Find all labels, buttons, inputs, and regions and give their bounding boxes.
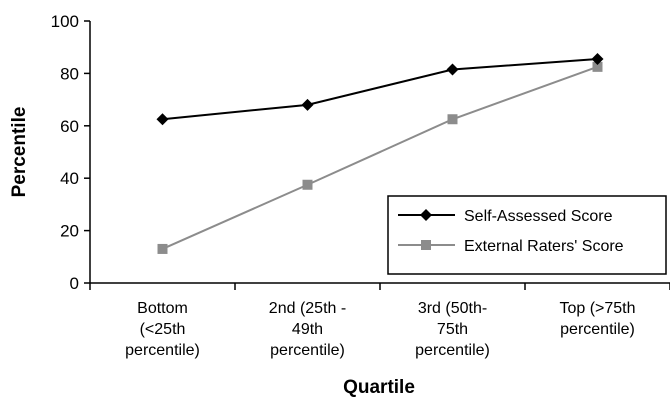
y-axis-ticks: 0 20 40 60 80 100	[51, 12, 90, 293]
y-tick-label: 60	[60, 117, 79, 136]
data-point	[447, 114, 458, 125]
y-tick-label: 80	[60, 64, 79, 83]
y-tick-label: 100	[51, 12, 79, 31]
data-point	[302, 179, 313, 190]
x-category-label: 3rd (50th-75th percentile)	[415, 300, 490, 359]
data-point	[446, 63, 459, 76]
x-category-label: Top (>75th percentile)	[559, 300, 635, 338]
legend-label: Self-Assessed Score	[464, 208, 613, 225]
series-external-raters-score	[157, 61, 603, 254]
legend-marker	[420, 209, 432, 221]
x-category-label: Bottom (<25th percentile)	[125, 300, 200, 359]
y-tick-label: 0	[70, 274, 79, 293]
data-point	[591, 52, 604, 65]
y-axis-title: Percentile	[9, 107, 30, 198]
series-self-assessed-score	[156, 52, 604, 126]
series-line	[162, 57, 598, 121]
x-category-label: 2nd (25th -49th percentile)	[269, 300, 346, 359]
legend-marker	[421, 240, 431, 250]
data-point	[157, 243, 168, 254]
data-point	[592, 61, 603, 72]
series-layer	[156, 52, 604, 254]
legend: Self-Assessed Score External Raters' Scor…	[387, 195, 667, 275]
y-tick-label: 40	[60, 169, 79, 188]
legend-box	[387, 195, 667, 275]
series-line	[162, 65, 598, 250]
x-axis-title: Quartile	[343, 377, 415, 398]
data-point	[301, 98, 314, 111]
legend-label: External Raters' Score	[464, 238, 624, 255]
x-axis-categories: Bottom (<25th percentile) 2nd (25th -49th pe…	[89, 283, 670, 359]
y-tick-label: 20	[60, 222, 79, 241]
data-point	[156, 113, 169, 126]
